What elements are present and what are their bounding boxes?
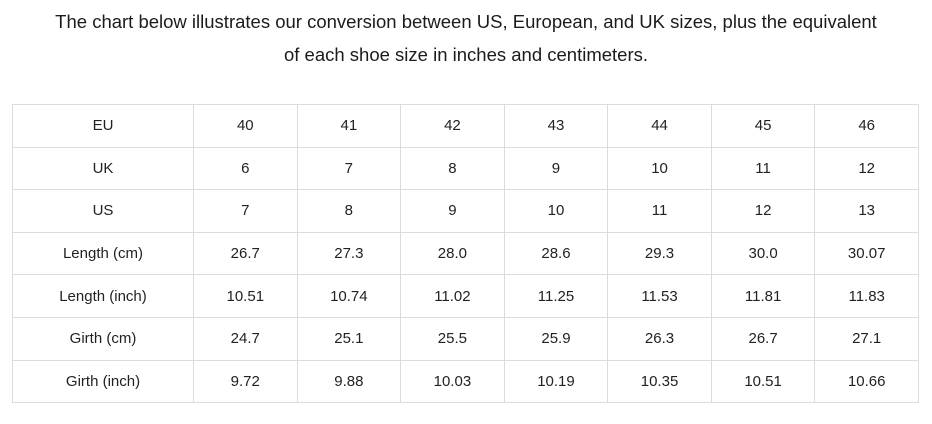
value-cell: 26.3 — [607, 316, 712, 361]
value-cell: 9.72 — [193, 359, 298, 404]
value-cell: 10.03 — [400, 359, 505, 404]
value-cell: 44 — [607, 104, 712, 148]
value-cell: 10 — [503, 189, 609, 233]
value-cell: 10.51 — [193, 274, 298, 318]
value-cell: 28.6 — [503, 231, 609, 276]
value-cell: 10.51 — [710, 359, 816, 404]
value-cell: 11.53 — [607, 274, 712, 318]
value-cell: 10.35 — [607, 359, 712, 404]
value-cell: 25.1 — [296, 316, 402, 361]
row-label: Girth (cm) — [12, 316, 194, 361]
table-row: UK 6 7 8 9 10 11 12 — [12, 146, 919, 191]
table-row: US 7 8 9 10 11 12 13 — [12, 189, 919, 233]
value-cell: 26.7 — [710, 316, 816, 361]
intro-paragraph: The chart below illustrates our conversi… — [0, 0, 932, 71]
value-cell: 9.88 — [296, 359, 402, 404]
table-row: Length (cm) 26.7 27.3 28.0 28.6 29.3 30.0 30.07 — [12, 231, 919, 276]
value-cell: 10 — [607, 146, 712, 191]
value-cell: 30.07 — [814, 231, 919, 276]
value-cell: 11.02 — [400, 274, 505, 318]
row-label: Length (inch) — [12, 274, 194, 318]
value-cell: 11.83 — [814, 274, 919, 318]
table-row: EU 40 41 42 43 44 45 46 — [12, 104, 919, 148]
size-conversion-table: EU 40 41 42 43 44 45 46 UK 6 7 8 9 10 11 12 US 7 8 9 10 11 12 1… — [12, 104, 919, 404]
value-cell: 29.3 — [607, 231, 712, 276]
value-cell: 11 — [710, 146, 816, 191]
value-cell: 25.5 — [400, 316, 505, 361]
value-cell: 42 — [400, 104, 505, 148]
value-cell: 11.25 — [503, 274, 609, 318]
value-cell: 7 — [296, 146, 402, 191]
value-cell: 11.81 — [710, 274, 816, 318]
value-cell: 12 — [710, 189, 816, 233]
value-cell: 26.7 — [193, 231, 298, 276]
value-cell: 13 — [814, 189, 919, 233]
row-label: US — [12, 189, 194, 233]
value-cell: 6 — [193, 146, 298, 191]
value-cell: 7 — [193, 189, 298, 233]
value-cell: 9 — [400, 189, 505, 233]
value-cell: 28.0 — [400, 231, 505, 276]
intro-line-2: of each shoe size in inches and centimet… — [283, 44, 649, 65]
value-cell: 27.3 — [296, 231, 402, 276]
value-cell: 12 — [814, 146, 919, 191]
value-cell: 27.1 — [814, 316, 919, 361]
value-cell: 30.0 — [710, 231, 816, 276]
value-cell: 11 — [607, 189, 712, 233]
row-label: Length (cm) — [12, 231, 194, 276]
value-cell: 8 — [400, 146, 505, 191]
value-cell: 25.9 — [503, 316, 609, 361]
row-label: UK — [12, 146, 194, 191]
value-cell: 43 — [503, 104, 609, 148]
intro-line-1: The chart below illustrates our conversi… — [55, 11, 877, 32]
table-row: Girth (cm) 24.7 25.1 25.5 25.9 26.3 26.7 27.1 — [12, 316, 919, 361]
row-label: Girth (inch) — [12, 359, 194, 404]
value-cell: 40 — [193, 104, 298, 148]
value-cell: 24.7 — [193, 316, 298, 361]
value-cell: 10.19 — [503, 359, 609, 404]
value-cell: 10.66 — [814, 359, 919, 404]
table-row: Length (inch) 10.51 10.74 11.02 11.25 11.53 11… — [12, 274, 919, 318]
row-label: EU — [12, 104, 194, 148]
value-cell: 46 — [814, 104, 919, 148]
value-cell: 8 — [296, 189, 402, 233]
value-cell: 10.74 — [296, 274, 402, 318]
table-row: Girth (inch) 9.72 9.88 10.03 10.19 10.35 10.51… — [12, 359, 919, 404]
value-cell: 9 — [503, 146, 609, 191]
value-cell: 41 — [296, 104, 402, 148]
value-cell: 45 — [710, 104, 816, 148]
